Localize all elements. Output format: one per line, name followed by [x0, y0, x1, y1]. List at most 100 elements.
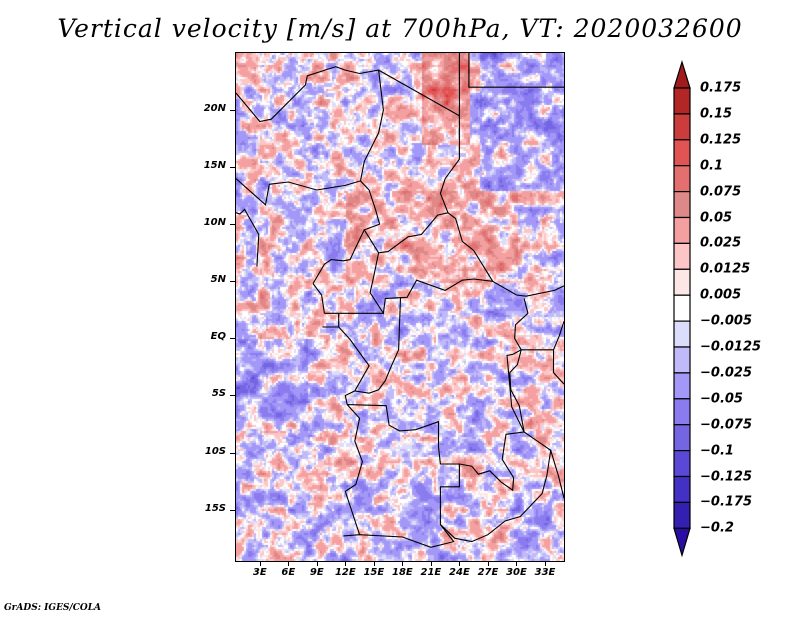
colorbar-label: −0.175: [700, 494, 753, 510]
colorbar-label: −0.125: [700, 469, 753, 484]
y-tick-label: EQ: [210, 331, 226, 343]
x-tick-label: 27E: [477, 567, 499, 578]
y-tick-label: 15S: [204, 502, 226, 514]
colorbar-segment: [673, 424, 691, 452]
colorbar-segment: [673, 191, 691, 219]
y-tick: [230, 509, 236, 511]
colorbar-label: −0.005: [700, 313, 753, 329]
colorbar-label: 0.0125: [700, 261, 751, 277]
colorbar-segment: [673, 113, 691, 141]
y-tick-label: 10S: [204, 445, 226, 457]
colorbar-segment: [673, 268, 691, 296]
colorbar-segment: [673, 165, 691, 193]
colorbar-label: 0.15: [700, 106, 733, 122]
colorbar-segment: [673, 475, 691, 503]
x-tick-label: 18E: [392, 567, 413, 578]
colorbar-segment: [673, 450, 691, 478]
country-borders: [236, 53, 564, 548]
x-tick-label: 15E: [363, 567, 385, 578]
colorbar-label: 0.005: [700, 287, 742, 303]
colorbar-label: −0.075: [700, 417, 753, 433]
x-tick: [288, 561, 290, 566]
y-tick-label: 10N: [203, 217, 226, 229]
border-line: [440, 431, 552, 543]
x-tick-label: 6E: [281, 567, 296, 578]
x-tick-label: 30E: [506, 567, 527, 578]
x-tick: [373, 561, 375, 566]
colorbar-label: 0.175: [700, 80, 742, 96]
colorbar-segment: [673, 294, 691, 322]
colorbar-label: −0.0125: [700, 339, 762, 355]
colorbar-segment: [673, 216, 691, 244]
x-tick: [402, 561, 404, 566]
x-tick: [430, 561, 432, 566]
colorbar-segment: [673, 242, 691, 270]
border-line: [236, 208, 260, 267]
x-tick: [316, 561, 318, 566]
x-tick: [459, 561, 461, 566]
border-line: [521, 321, 564, 351]
y-tick-label: 15N: [203, 160, 226, 172]
border-line: [509, 349, 522, 390]
border-line: [338, 326, 370, 405]
border-line: [344, 404, 363, 535]
colorbar-segment: [673, 346, 691, 374]
y-tick-label: 5S: [211, 388, 226, 400]
colorbar-label: 0.075: [700, 184, 742, 200]
border-line: [312, 283, 325, 314]
x-tick: [487, 561, 489, 566]
chart-title: Vertical velocity [m/s] at 700hPa, VT: 2…: [57, 14, 743, 43]
border-line: [550, 450, 564, 499]
border-line: [552, 349, 564, 385]
x-tick-label: 9E: [309, 567, 324, 578]
colorbar-extend-bottom: [673, 527, 691, 558]
border-line: [506, 298, 529, 433]
x-tick-label: 12E: [334, 567, 356, 578]
border-line: [322, 313, 340, 328]
y-tick-label: 5N: [210, 274, 226, 286]
y-tick: [230, 110, 236, 112]
colorbar-segment: [673, 501, 691, 529]
x-tick: [345, 561, 347, 566]
colorbar-segment: [673, 139, 691, 167]
colorbar-label: 0.05: [700, 210, 733, 225]
colorbar-label: −0.05: [700, 391, 743, 407]
grads-credit: GrADS: IGES/COLA: [4, 603, 102, 613]
colorbar-extend-top: [673, 59, 691, 89]
border-line: [369, 252, 493, 315]
colorbar-segment: [673, 398, 691, 426]
border-line: [354, 297, 402, 394]
border-line: [508, 376, 525, 433]
colorbar-segment: [673, 320, 691, 348]
y-tick: [230, 281, 236, 283]
map-plot-area: [236, 53, 564, 561]
border-line: [468, 53, 564, 88]
colorbar-label: 0.1: [700, 158, 724, 174]
y-tick: [230, 338, 236, 340]
y-tick: [230, 395, 236, 397]
x-tick-label: 24E: [449, 567, 470, 578]
x-tick-label: 21E: [420, 567, 442, 578]
y-tick-label: 20N: [203, 103, 226, 115]
border-line: [312, 229, 365, 284]
x-tick: [544, 561, 546, 566]
colorbar-label: 0.125: [700, 132, 742, 148]
colorbar-label: 0.025: [700, 235, 742, 251]
colorbar-segment: [673, 87, 691, 115]
y-tick: [230, 452, 236, 454]
x-tick: [259, 561, 261, 566]
x-tick-label: 33E: [534, 567, 556, 578]
x-tick: [516, 561, 518, 566]
border-line: [236, 178, 361, 206]
colorbar-label: −0.2: [700, 520, 734, 536]
border-line: [359, 70, 449, 254]
colorbar-label: −0.1: [700, 443, 734, 459]
y-tick: [230, 224, 236, 226]
y-tick: [230, 167, 236, 169]
colorbar: [673, 59, 691, 558]
colorbar-label: −0.025: [700, 365, 753, 381]
border-line: [459, 431, 525, 492]
colorbar-segment: [673, 372, 691, 400]
x-tick-label: 3E: [252, 567, 267, 578]
border-line: [236, 66, 564, 297]
